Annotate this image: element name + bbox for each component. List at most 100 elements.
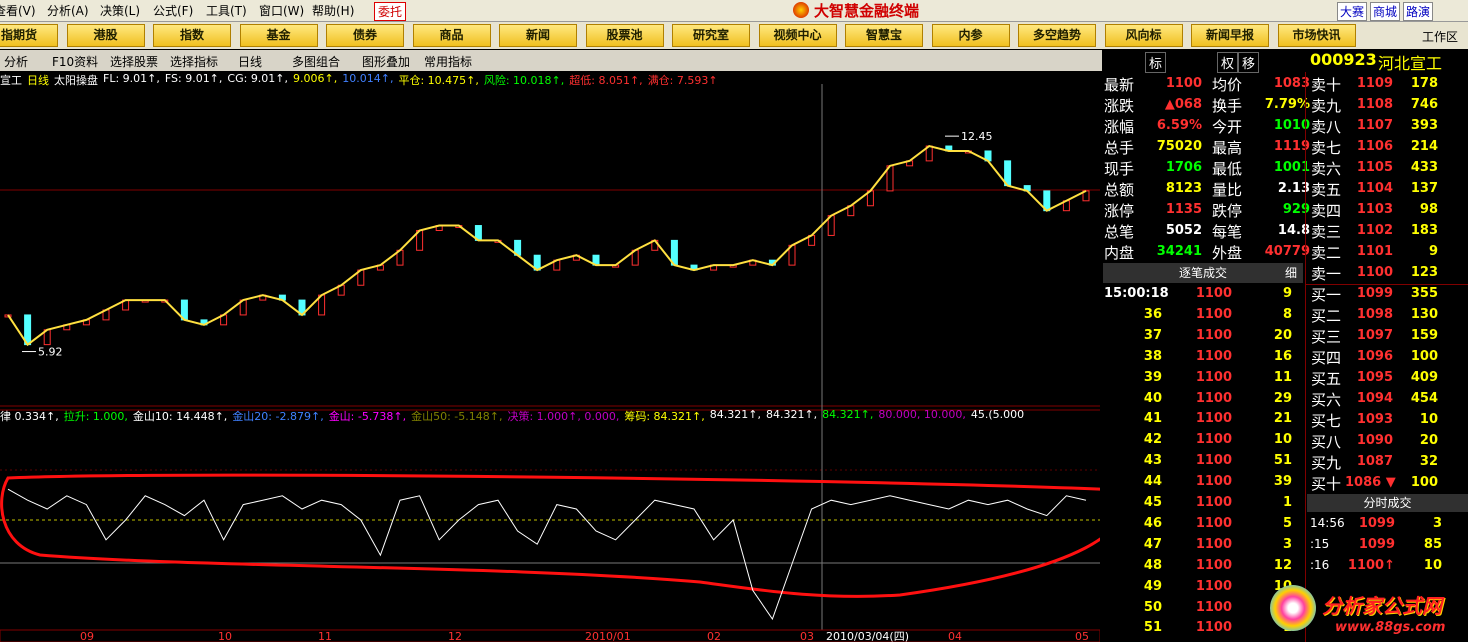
minute-header[interactable]: 分时成交 (1307, 494, 1468, 512)
book-label: 买二 (1311, 307, 1342, 325)
tick-time: 47 (1143, 536, 1162, 552)
nav-button[interactable]: 多空趋势 (1018, 24, 1096, 47)
quote-label: 总手 (1104, 139, 1135, 157)
tick-time: 46 (1143, 515, 1162, 531)
minute-time: :15 (1310, 537, 1330, 551)
nav-button[interactable]: 指数 (153, 24, 231, 47)
quote-value: 1100 (1165, 76, 1202, 91)
minute-volume: 10 (1423, 558, 1442, 573)
date-label: 04 (948, 630, 962, 642)
header-item: 宣工 (0, 74, 22, 87)
book-label: 买六 (1311, 391, 1342, 409)
top-link[interactable]: 商城 (1370, 2, 1401, 21)
tool-button[interactable]: 分析 (4, 55, 29, 69)
app-logo (793, 2, 809, 18)
book-label: 买三 (1311, 328, 1342, 346)
book-price: 1105 (1356, 160, 1393, 175)
book-volume: 137 (1410, 181, 1438, 196)
tick-volume: 29 (1273, 390, 1292, 406)
nav-button[interactable]: 股票池 (585, 24, 664, 47)
menu-item[interactable]: 帮助(H) (312, 4, 355, 18)
nav-button[interactable]: 风向标 (1104, 24, 1183, 47)
tool-button[interactable]: 选择股票 (110, 55, 159, 69)
nav-button[interactable]: 内参 (931, 24, 1010, 47)
ticks-header[interactable]: 逐笔成交 (1103, 263, 1303, 283)
header-item: 日线 (27, 74, 49, 87)
book-label: 卖一 (1311, 265, 1342, 283)
nav-button[interactable]: 港股 (66, 24, 145, 47)
tool-button[interactable]: F10资料 (52, 55, 99, 69)
nav-button[interactable]: 新闻早报 (1191, 24, 1269, 47)
book-label: 买四 (1311, 349, 1342, 367)
quote-value: 1119 (1273, 139, 1310, 154)
book-price: 1087 (1356, 454, 1393, 469)
tick-volume: 11 (1273, 369, 1292, 385)
tick-price: 1100 (1195, 474, 1232, 490)
menu-item[interactable]: 公式(F) (153, 4, 194, 18)
book-volume: 393 (1410, 118, 1438, 133)
nav-button[interactable]: 债券 (326, 24, 404, 47)
side-tab[interactable]: 权 (1217, 52, 1239, 73)
tool-button[interactable]: 图形叠加 (362, 55, 411, 69)
menu-item[interactable]: 分析(A) (47, 4, 89, 18)
nav-button[interactable]: 新闻 (499, 24, 577, 47)
tick-time: 48 (1143, 557, 1162, 573)
tool-button[interactable]: 日线 (238, 55, 263, 69)
tick-volume: 8 (1282, 306, 1292, 322)
nav-button[interactable]: 智慧宝 (845, 24, 923, 47)
quote-value: 5052 (1165, 223, 1202, 238)
top-link[interactable]: 路演 (1403, 2, 1434, 21)
book-price: 1093 (1356, 412, 1393, 427)
quote-label: 最低 (1212, 160, 1243, 178)
nav-button[interactable]: 市场快讯 (1277, 24, 1356, 47)
book-volume: 454 (1410, 391, 1438, 406)
quote-value: ▲068 (1164, 97, 1202, 112)
tick-time: 36 (1143, 306, 1162, 322)
date-label: 09 (80, 630, 94, 642)
nav-button[interactable]: 商品 (412, 24, 491, 47)
nav-button[interactable]: 视频中心 (758, 24, 837, 47)
tool-button[interactable]: 常用指标 (424, 55, 473, 69)
book-price: 1090 (1356, 433, 1393, 448)
quote-value: 2.13 (1277, 181, 1310, 196)
tick-price: 1100 (1195, 536, 1232, 552)
menu-item[interactable]: 窗口(W) (259, 4, 305, 18)
book-label: 卖五 (1311, 181, 1342, 199)
book-price: 1101 (1356, 244, 1393, 259)
nav-button[interactable]: 研究室 (672, 24, 750, 47)
side-tab[interactable]: 移 (1238, 52, 1260, 73)
quote-label: 跌停 (1212, 202, 1243, 220)
header-item: 84.321↑, (709, 408, 761, 421)
side-tab[interactable]: 标 (1145, 52, 1167, 73)
entrust-button[interactable]: 委托 (374, 2, 407, 21)
tick-price: 1100 (1195, 620, 1232, 636)
tick-price: 1100 (1195, 306, 1232, 322)
minute-time: :16 (1310, 558, 1330, 572)
book-price: 1099 (1356, 286, 1393, 301)
tick-time: 15:00:18 (1104, 286, 1169, 301)
nav-button[interactable]: 基金 (239, 24, 318, 47)
book-volume: 123 (1410, 265, 1438, 280)
tick-price: 1100 (1195, 432, 1232, 448)
tool-button[interactable]: 选择指标 (170, 55, 219, 69)
ticks-tab[interactable]: 细 (1285, 266, 1298, 280)
work-area[interactable]: 工作区 (1422, 30, 1459, 44)
book-volume: 746 (1410, 97, 1438, 112)
header-item: FL: 9.01↑, (103, 72, 160, 85)
header-item: 80.000, 10.000, (878, 408, 966, 421)
tool-button[interactable]: 多图组合 (292, 55, 341, 69)
date-label: 11 (318, 630, 332, 642)
menu-item[interactable]: 决策(L) (100, 4, 141, 18)
tick-volume: 16 (1273, 348, 1292, 364)
tick-time: 49 (1143, 578, 1162, 594)
quote-value: 1001 (1273, 160, 1310, 175)
book-volume: 178 (1410, 76, 1438, 91)
quote-label: 内盘 (1104, 244, 1135, 262)
tick-price: 1100 (1195, 557, 1232, 573)
menu-item[interactable]: 工具(T) (206, 4, 247, 18)
book-label: 买一 (1311, 286, 1342, 304)
top-link[interactable]: 大赛 (1337, 2, 1368, 21)
nav-button[interactable]: 指期货 (0, 24, 58, 47)
header-item: CG: 9.01↑, (227, 72, 289, 85)
menu-item[interactable]: 查看(V) (0, 4, 36, 18)
